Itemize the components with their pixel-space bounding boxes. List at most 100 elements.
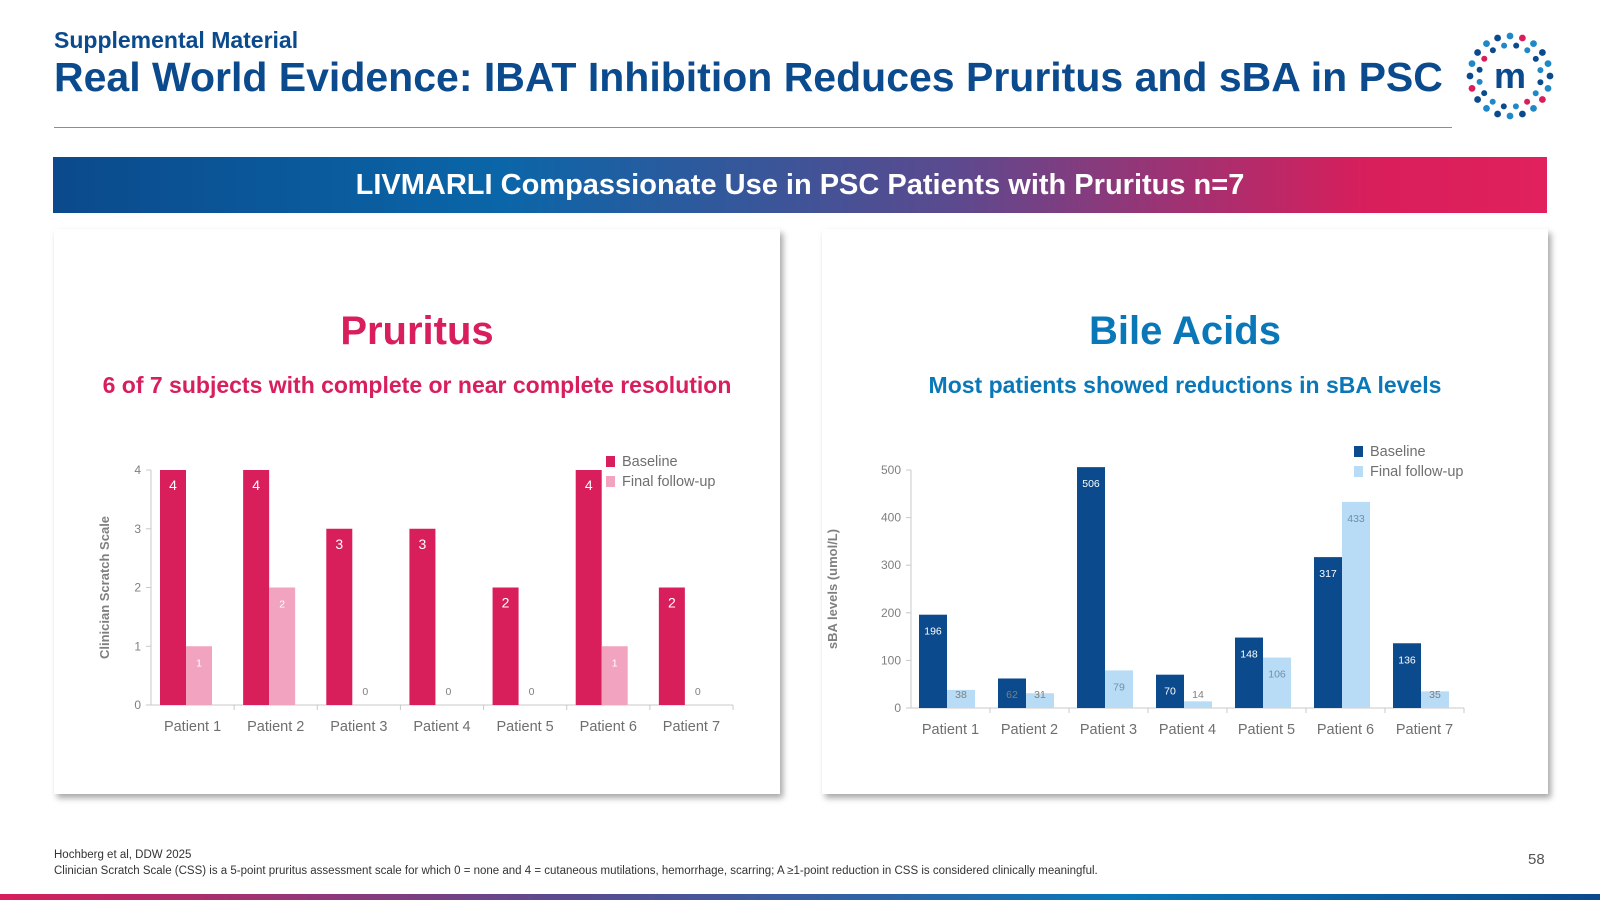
bar-final-followup bbox=[1342, 501, 1370, 708]
y-tick-label: 100 bbox=[881, 653, 901, 667]
logo-dot bbox=[1530, 105, 1537, 112]
logo-dot bbox=[1494, 34, 1501, 42]
bar-baseline bbox=[160, 470, 186, 705]
data-label: 0 bbox=[695, 686, 701, 698]
data-label: 0 bbox=[529, 686, 535, 698]
logo-dot bbox=[1544, 60, 1552, 67]
bar-final-followup bbox=[1421, 691, 1449, 708]
bar-final-followup bbox=[947, 689, 975, 708]
bar-final-followup bbox=[1105, 670, 1133, 708]
data-label: 136 bbox=[1398, 654, 1416, 666]
legend-label: Baseline bbox=[622, 454, 678, 470]
bar-baseline bbox=[998, 678, 1026, 708]
logo-dot bbox=[1489, 47, 1496, 54]
data-label: 3 bbox=[419, 536, 427, 552]
logo-dot bbox=[1524, 98, 1531, 105]
data-label: 2 bbox=[279, 599, 285, 611]
bile-acids-panel-subtitle: Most patients showed reductions in sBA l… bbox=[928, 372, 1442, 398]
data-label: 433 bbox=[1347, 513, 1365, 525]
data-label: 4 bbox=[169, 477, 177, 493]
company-logo: m bbox=[1466, 32, 1554, 120]
bile-acids-panel-title: Bile Acids bbox=[1089, 309, 1281, 353]
data-label: 35 bbox=[1429, 689, 1441, 701]
logo-dot bbox=[1532, 90, 1539, 97]
x-tick-label: Patient 7 bbox=[1396, 722, 1453, 738]
x-tick-label: Patient 1 bbox=[922, 722, 979, 738]
legend-label: Final follow-up bbox=[622, 474, 716, 490]
data-label: 2 bbox=[668, 595, 676, 611]
logo-dot bbox=[1506, 32, 1514, 40]
y-tick-label: 4 bbox=[134, 463, 141, 477]
data-label: 0 bbox=[362, 686, 368, 698]
legend-label: Final follow-up bbox=[1370, 464, 1464, 480]
bar-baseline bbox=[1077, 467, 1105, 708]
x-tick-label: Patient 6 bbox=[1317, 722, 1374, 738]
data-label: 2 bbox=[502, 595, 510, 611]
logo-dot bbox=[1481, 90, 1488, 97]
logo-dot bbox=[1500, 103, 1507, 110]
pruritus-bar-chart: 0 1 2 3 4 Clinician Scratch Scale Patient 1 Pat… bbox=[97, 454, 734, 735]
x-tick-label: Patient 4 bbox=[413, 719, 470, 735]
legend-swatch bbox=[606, 456, 615, 467]
bar-final-followup bbox=[269, 587, 296, 705]
x-tick-label: Patient 3 bbox=[1080, 722, 1137, 738]
bar-baseline bbox=[409, 528, 436, 705]
logo-dot bbox=[1539, 49, 1546, 56]
data-label: 70 bbox=[1164, 686, 1176, 698]
logo-dot bbox=[1494, 110, 1501, 118]
logo-dot bbox=[1481, 55, 1488, 62]
data-label: 506 bbox=[1082, 478, 1100, 490]
pruritus-panel-subtitle: 6 of 7 subjects with complete or near co… bbox=[102, 372, 732, 398]
bar-baseline bbox=[492, 587, 519, 705]
bile-acids-bar-chart: 0 100 200 300 400 500 sBA levels (umol/L) Patie… bbox=[825, 444, 1465, 738]
logo-dot bbox=[1524, 47, 1531, 54]
x-tick-label: Patient 7 bbox=[663, 719, 720, 735]
logo-dot bbox=[1530, 40, 1537, 47]
pruritus-panel-title: Pruritus bbox=[340, 309, 494, 353]
logo-dot bbox=[1489, 98, 1496, 105]
logo-dot bbox=[1532, 55, 1539, 62]
cohort-banner: LIVMARLI Compassionate Use in PSC Patien… bbox=[53, 157, 1547, 213]
x-tick-label: Patient 1 bbox=[164, 719, 221, 735]
logo-dot bbox=[1539, 96, 1546, 103]
logo-dot bbox=[1519, 110, 1526, 118]
bar-baseline bbox=[243, 470, 270, 705]
bar-baseline bbox=[1393, 643, 1421, 708]
bar-baseline bbox=[919, 614, 947, 708]
logo-dot bbox=[1537, 79, 1544, 86]
y-tick-label: 3 bbox=[134, 522, 141, 536]
data-label: 196 bbox=[924, 626, 942, 638]
footnote-reference: Hochberg et al, DDW 2025 bbox=[54, 849, 192, 861]
logo-dot bbox=[1468, 60, 1476, 67]
section-eyebrow: Supplemental Material bbox=[54, 27, 299, 53]
y-tick-label: 300 bbox=[881, 558, 901, 572]
data-label: 79 bbox=[1113, 681, 1125, 693]
y-tick-label: 1 bbox=[134, 639, 141, 653]
bar-final-followup bbox=[1026, 693, 1054, 708]
logo-dot bbox=[1512, 103, 1519, 110]
legend-swatch bbox=[1354, 466, 1363, 477]
data-label: 0 bbox=[446, 686, 452, 698]
bar-final-followup bbox=[601, 646, 628, 705]
legend-label: Baseline bbox=[1370, 444, 1426, 460]
data-label: 106 bbox=[1268, 669, 1286, 681]
bar-baseline bbox=[1156, 674, 1184, 708]
data-label: 62 bbox=[1006, 689, 1018, 701]
y-tick-label: 2 bbox=[134, 581, 141, 595]
logo-dot bbox=[1537, 67, 1544, 74]
x-tick-label: Patient 2 bbox=[1001, 722, 1058, 738]
page-number: 58 bbox=[1528, 851, 1545, 868]
logo-dot bbox=[1476, 66, 1483, 73]
data-label: 4 bbox=[585, 477, 593, 493]
logo-dot bbox=[1466, 72, 1474, 80]
legend-swatch bbox=[606, 476, 615, 487]
logo-dot bbox=[1468, 85, 1476, 92]
data-label: 1 bbox=[612, 657, 618, 669]
x-tick-label: Patient 4 bbox=[1159, 722, 1216, 738]
x-tick-label: Patient 5 bbox=[1238, 722, 1295, 738]
bar-final-followup bbox=[1184, 701, 1212, 708]
y-tick-label: 200 bbox=[881, 606, 901, 620]
logo-dot bbox=[1506, 112, 1514, 120]
footnote-definition: Clinician Scratch Scale (CSS) is a 5-poi… bbox=[54, 865, 1098, 877]
x-tick-label: Patient 3 bbox=[330, 719, 387, 735]
